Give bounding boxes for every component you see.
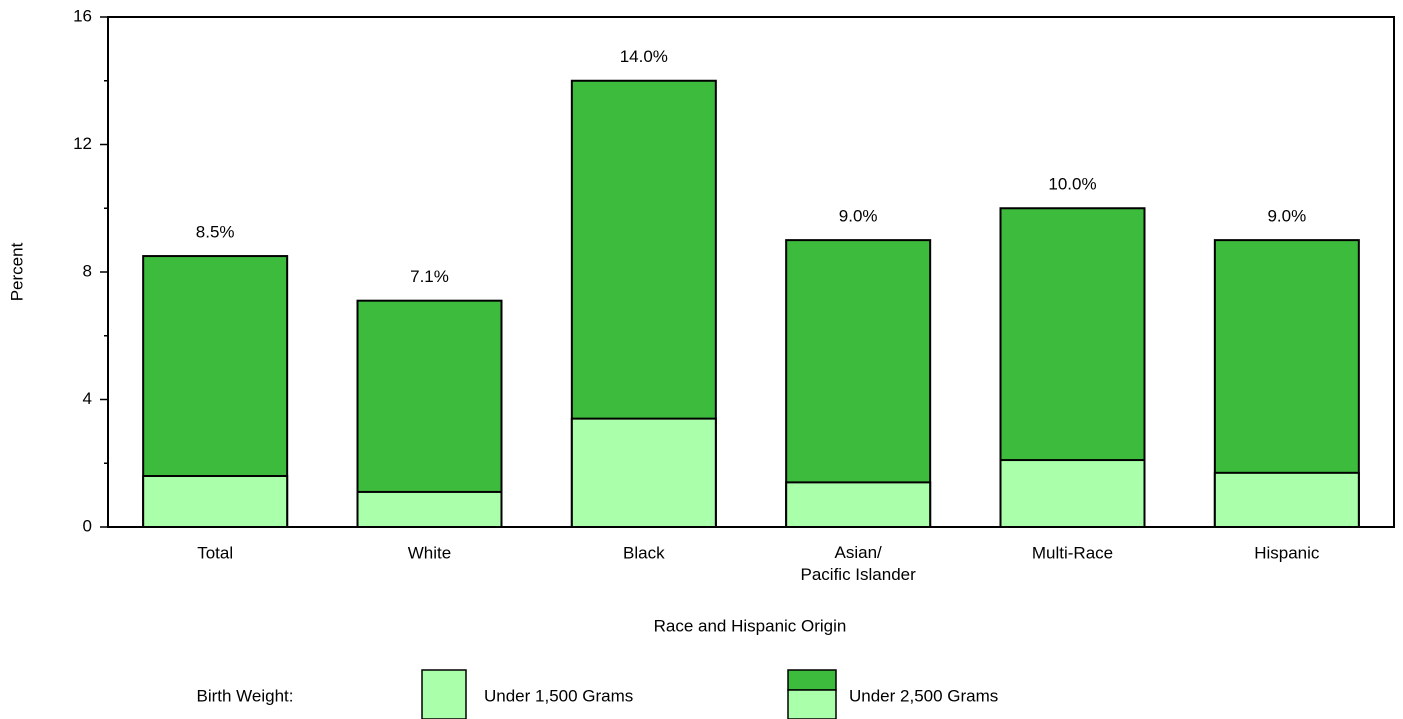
legend-swatch (787, 689, 837, 719)
x-axis-title: Race and Hispanic Origin (654, 616, 847, 635)
x-tick-label: Black (623, 543, 665, 562)
y-tick-label: 12 (73, 134, 92, 153)
bar (142, 475, 289, 528)
legend-title: Birth Weight: (196, 686, 293, 705)
y-axis-title: Percent (7, 242, 26, 301)
x-tick-label: Asian/Pacific Islander (801, 543, 917, 584)
bar (999, 459, 1146, 528)
bar (356, 490, 503, 528)
x-tick-label: Total (197, 543, 233, 562)
x-tick-label: White (408, 543, 451, 562)
y-tick-label: 4 (83, 389, 92, 408)
y-tick-label: 8 (83, 261, 92, 280)
bar (1213, 471, 1360, 528)
y-tick-label: 16 (73, 6, 92, 25)
legend-label: Under 1,500 Grams (484, 686, 633, 705)
plot-frame (107, 16, 1395, 528)
value-label: 14.0% (620, 47, 668, 66)
value-label: 9.0% (1267, 207, 1306, 226)
value-label: 8.5% (196, 223, 235, 242)
value-label: 7.1% (410, 267, 449, 286)
bar (785, 481, 932, 528)
value-label: 9.0% (839, 207, 878, 226)
bar (570, 417, 717, 528)
value-label: 10.0% (1048, 175, 1096, 194)
x-tick-label: Multi-Race (1032, 543, 1113, 562)
legend-label: Under 2,500 Grams (849, 686, 998, 705)
y-tick-label: 0 (83, 516, 92, 535)
legend-swatch (787, 669, 837, 691)
x-tick-label: Hispanic (1254, 543, 1320, 562)
legend-swatch (421, 669, 467, 719)
